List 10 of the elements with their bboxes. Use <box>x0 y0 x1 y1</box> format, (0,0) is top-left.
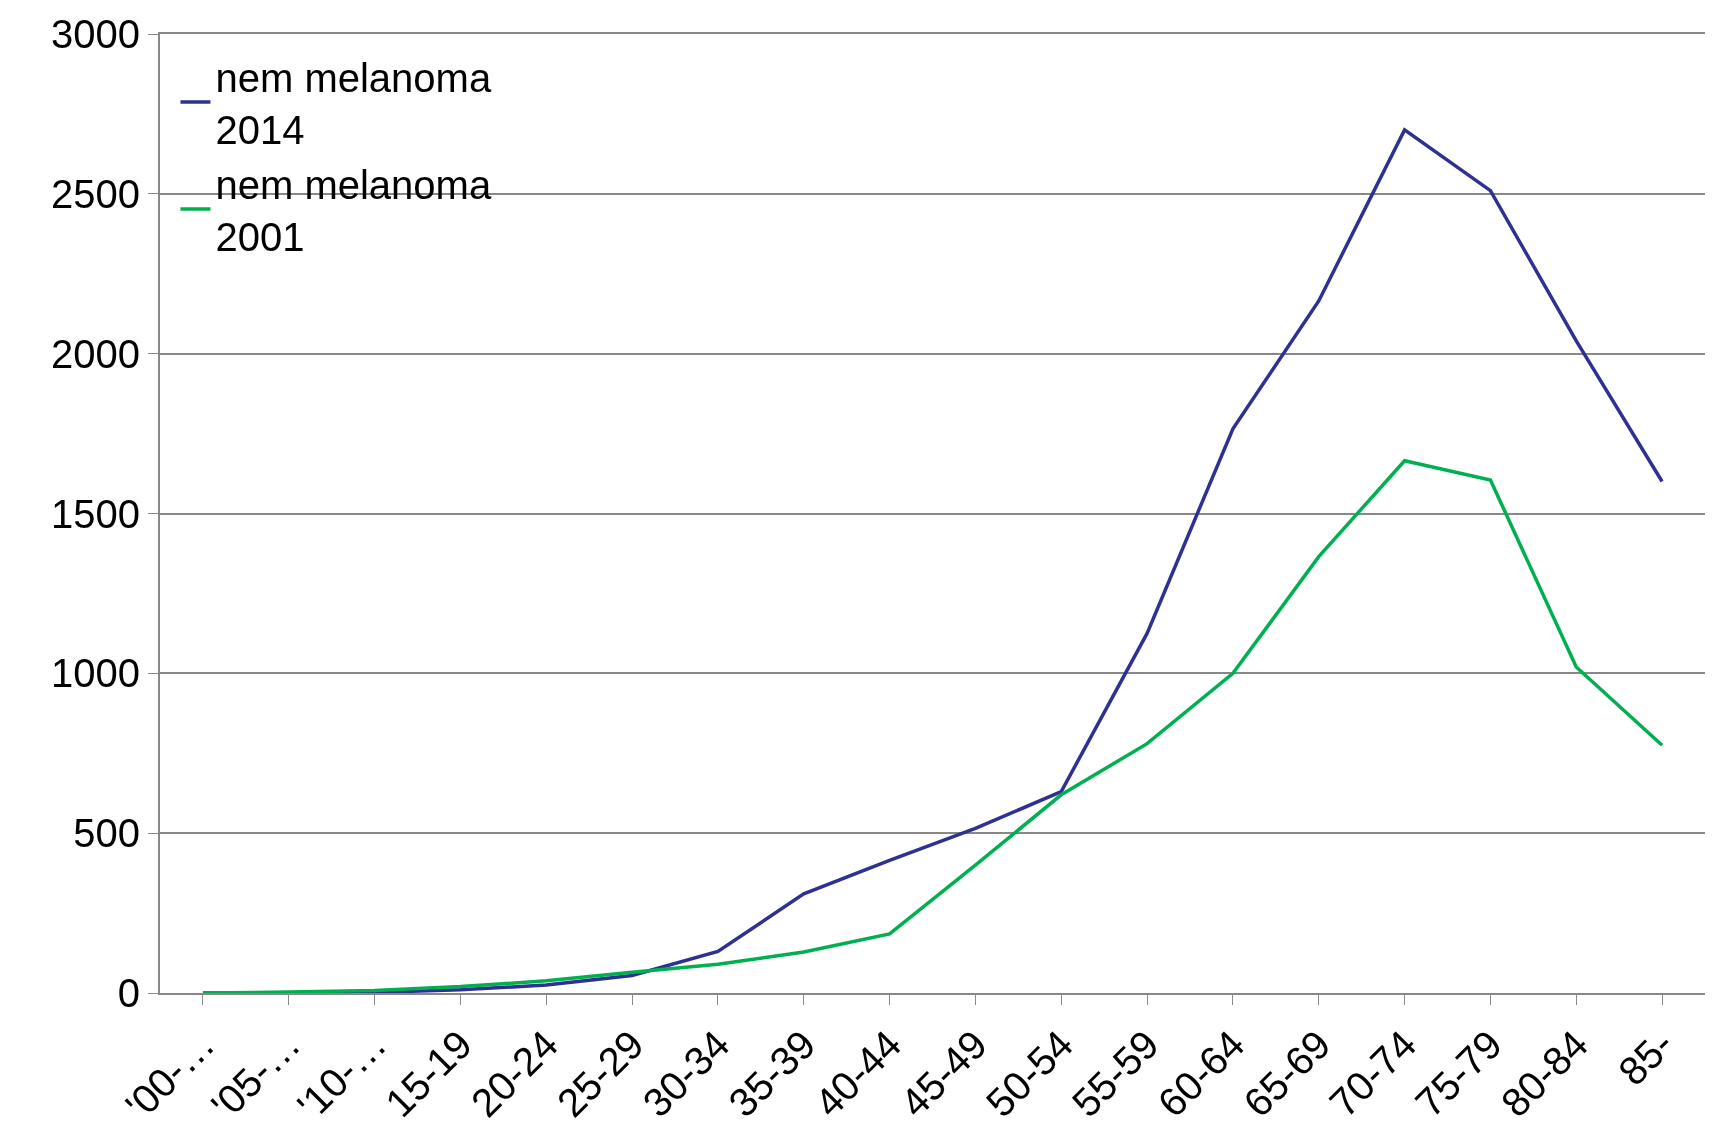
y-tick-label: 500 <box>73 811 140 856</box>
y-tick-label: 2000 <box>51 331 140 376</box>
y-tick-label: 1500 <box>51 491 140 536</box>
y-tick-label: 1000 <box>51 651 140 696</box>
line-series <box>201 459 1664 993</box>
y-tick-label: 0 <box>117 971 140 1015</box>
legend-label: nem melanoma 2001 <box>215 162 492 259</box>
y-tick-label: 2500 <box>51 171 140 216</box>
y-tick-label: 3000 <box>51 12 140 56</box>
x-tick-label: 85- <box>1609 1021 1682 1094</box>
